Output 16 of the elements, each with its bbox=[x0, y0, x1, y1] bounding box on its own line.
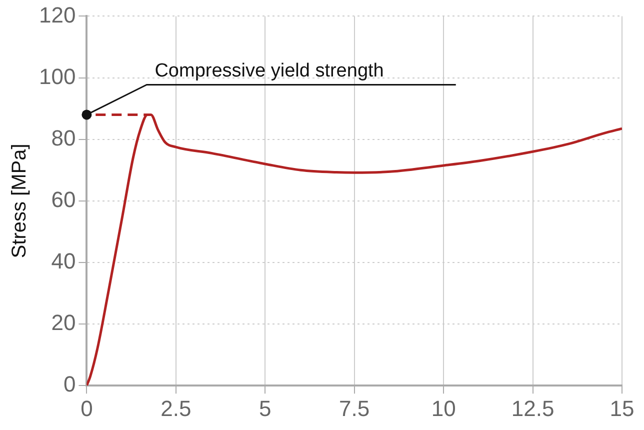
y-tick-label: 20 bbox=[51, 310, 76, 336]
x-tick-label: 5 bbox=[259, 396, 272, 421]
y-tick-label: 80 bbox=[51, 125, 76, 150]
y-axis-title: Stress [MPa] bbox=[8, 144, 31, 258]
x-tick-label: 0 bbox=[80, 396, 93, 421]
y-tick-label: 120 bbox=[38, 2, 76, 28]
x-tick-label: 10 bbox=[431, 396, 456, 421]
y-tick-label: 100 bbox=[38, 64, 76, 89]
y-tick-label: 0 bbox=[63, 372, 76, 397]
x-tick-label: 12.5 bbox=[511, 396, 554, 421]
y-tick-label: 40 bbox=[51, 248, 76, 274]
y-tick-label: 60 bbox=[51, 186, 76, 212]
x-tick-label: 7.5 bbox=[339, 396, 370, 421]
x-tick-label: 15 bbox=[610, 396, 634, 421]
annotation: Compressive yield strength bbox=[154, 60, 384, 82]
x-tick-label: 2.5 bbox=[160, 396, 192, 421]
